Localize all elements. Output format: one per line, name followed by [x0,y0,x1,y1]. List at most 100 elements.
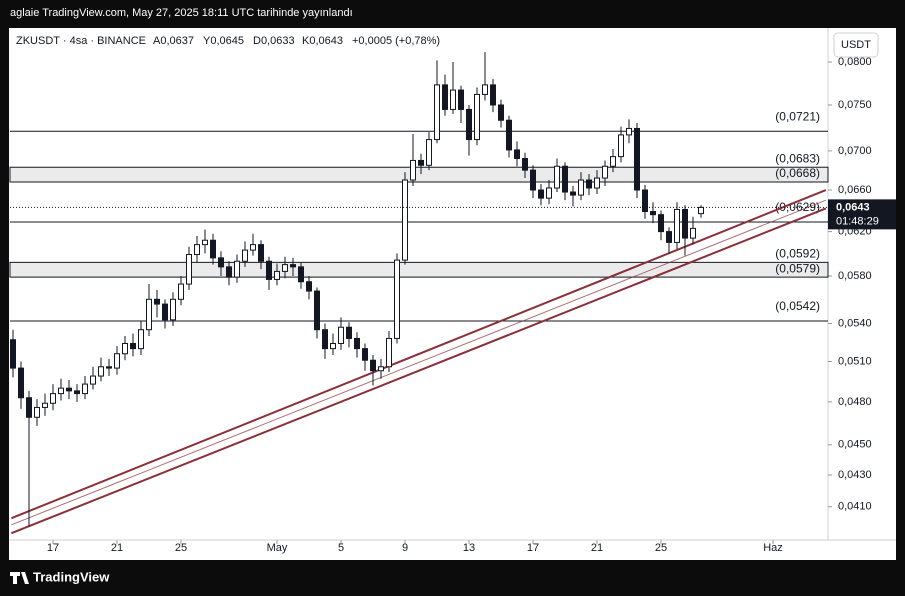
candle-body [538,189,544,199]
candle-body [26,397,32,418]
candle-body [186,254,192,285]
ohlc-close: K0,0643 [302,35,343,47]
candle-body [418,159,424,166]
y-tick-label: 0,0750 [838,99,872,111]
x-tick-label: 9 [402,542,408,554]
candle-body [690,227,696,239]
x-tick-label: Haz [763,542,783,554]
candle-body [258,244,264,262]
candle-body [10,339,16,369]
candle-body [202,239,208,246]
candle-body [586,179,592,189]
last-price-tag [828,199,896,230]
y-tick-label: 0,0480 [838,396,872,408]
candle-body [450,89,456,110]
candle-body [674,208,680,243]
candle-body [682,208,688,239]
candle-body [42,402,48,408]
candle-body [474,93,480,141]
candle-body [642,189,648,213]
candle-body [146,298,152,331]
candle-body [98,366,104,377]
y-tick-label: 0,0540 [838,317,872,329]
candle-body [114,353,120,369]
y-tick-label: 0,0800 [838,56,872,68]
zone-high-label: (0,0592) [775,247,820,261]
zone-low-label: (0,0579) [775,261,820,275]
candle-body [50,393,56,404]
x-tick-label: 17 [47,542,59,554]
candle-body [266,260,272,280]
channel-line [11,199,826,526]
change: +0,0005 (+0,78%) [352,35,440,47]
brand: TradingView [33,569,110,584]
candle-body [434,84,440,141]
candle-body [498,104,504,121]
zone [9,261,829,278]
ohlc-low: D0,0633 [253,35,295,47]
candle-body [170,298,176,321]
candle-body [314,290,320,331]
candle-body [666,231,672,243]
countdown: 01:48:29 [836,215,879,227]
last-price-label: 0,0643 [836,201,870,213]
candle-body [226,266,232,278]
y-tick-label: 0,0430 [838,469,872,481]
published-note: aglaie TradingView.com, May 27, 2025 18:… [10,7,353,19]
candle-body [74,390,80,395]
candle-body [274,270,280,280]
candle-body [426,139,432,166]
candle-body [298,266,304,283]
candle-body [394,259,400,339]
candle-body [106,366,112,369]
candle-body [130,343,136,350]
ohlc-open: A0,0637 [153,35,194,47]
candle-body [122,343,128,355]
candle-body [18,367,24,399]
candle-body [506,119,512,151]
channel-line [11,189,827,520]
level-label: (0,0629) [775,200,820,214]
candle-body [490,84,496,106]
candle-body [138,329,144,350]
candle-body [338,326,344,345]
y-tick-label: 0,0510 [838,355,872,367]
x-tick-label: 25 [655,542,667,554]
candle-body [330,343,336,350]
candle-body [82,383,88,395]
candle-body [698,206,704,215]
candle-body [442,84,448,110]
x-tick-label: 21 [591,542,603,554]
candle-body [210,239,216,259]
candle-body [250,244,256,251]
currency-box[interactable] [833,32,879,58]
candle-body [634,127,640,191]
candle-body [562,165,568,193]
candle-body [234,260,240,278]
candle-body [482,84,488,95]
candle-body [218,257,224,268]
candle-body [354,337,360,350]
x-tick-label: 5 [338,542,344,554]
x-tick-label: 21 [111,542,123,554]
zone-high-label: (0,0683) [775,151,820,165]
candle-body [154,298,160,305]
candle-body [570,191,576,196]
candle-body [650,211,656,216]
candle-body [370,359,376,372]
candle-body [458,89,464,110]
currency[interactable]: USDT [841,39,871,51]
candle-body [402,179,408,261]
candle-body [378,366,384,372]
candle-body [346,326,352,339]
y-tick-label: 0,0410 [838,501,872,513]
candle-body [58,387,64,395]
candle-body [522,158,528,171]
plot: 0,08000,07500,07000,06600,06200,05800,05… [9,52,872,554]
y-tick-label: 0,0700 [838,145,872,157]
candle-body [178,283,184,300]
candle-body [602,165,608,179]
zone [9,166,829,183]
